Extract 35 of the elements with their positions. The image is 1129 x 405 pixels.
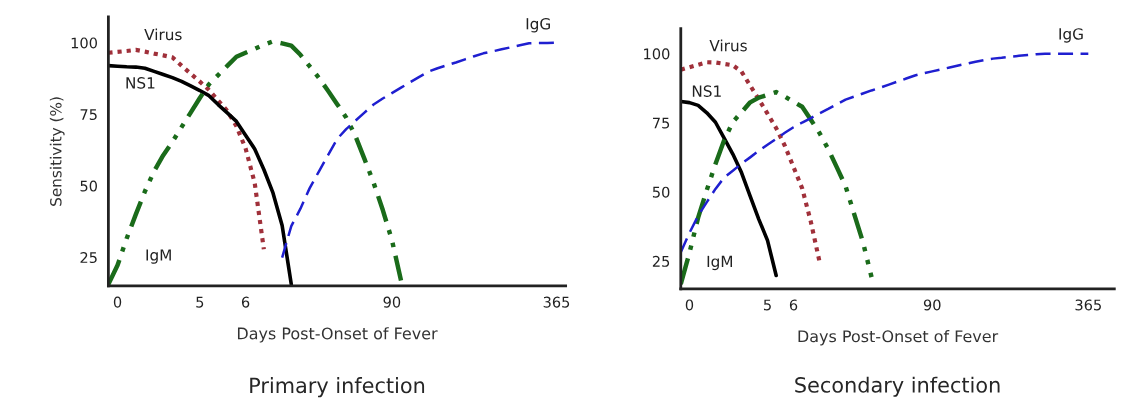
- line-series: [108, 63, 294, 286]
- y-tick-label: 25: [80, 252, 97, 264]
- x-tick-label: 6: [241, 296, 250, 308]
- series-label: NS1: [126, 77, 155, 89]
- y-tick-label: 50: [652, 186, 670, 198]
- line-series: [680, 99, 778, 278]
- x-tick-label: 90: [923, 299, 941, 311]
- x-tick-label: 365: [543, 296, 570, 308]
- line-series: [108, 39, 404, 286]
- y-tick-label: 75: [80, 109, 97, 121]
- text: Primary infection: [250, 377, 425, 398]
- x-tick-label: 5: [196, 296, 204, 308]
- series-label: Virus: [709, 39, 747, 52]
- y-tick-label: 25: [652, 255, 670, 267]
- x-tick-label: 6: [789, 299, 798, 311]
- text: Secondary infection: [795, 376, 1000, 397]
- x-tick-label: 5: [763, 299, 771, 311]
- y-tick-label: 75: [653, 117, 670, 129]
- x-tick-label: 0: [113, 296, 122, 308]
- series-label: IgG: [1059, 28, 1083, 43]
- line-series: [680, 52, 1090, 254]
- series-label: IgG: [526, 17, 550, 33]
- y-axis-title: Sensitivity (%): [49, 97, 65, 206]
- series-label: IgM: [146, 249, 171, 264]
- x-tick-label: 365: [1075, 299, 1101, 311]
- series-label: IgM: [707, 255, 732, 271]
- y-tick-label: 100: [644, 48, 670, 60]
- series-label: NS1: [692, 85, 721, 97]
- x-tick-label: 90: [383, 296, 401, 308]
- y-tick-label: 100: [71, 37, 97, 49]
- x-tick-label: 0: [685, 299, 694, 311]
- y-tick-label: 50: [80, 180, 97, 192]
- x-axis-title: Days Post-Onset of Fever: [237, 327, 438, 343]
- series-label: Virus: [144, 28, 182, 41]
- x-axis-title: Days Post-Onset of Fever: [798, 329, 999, 346]
